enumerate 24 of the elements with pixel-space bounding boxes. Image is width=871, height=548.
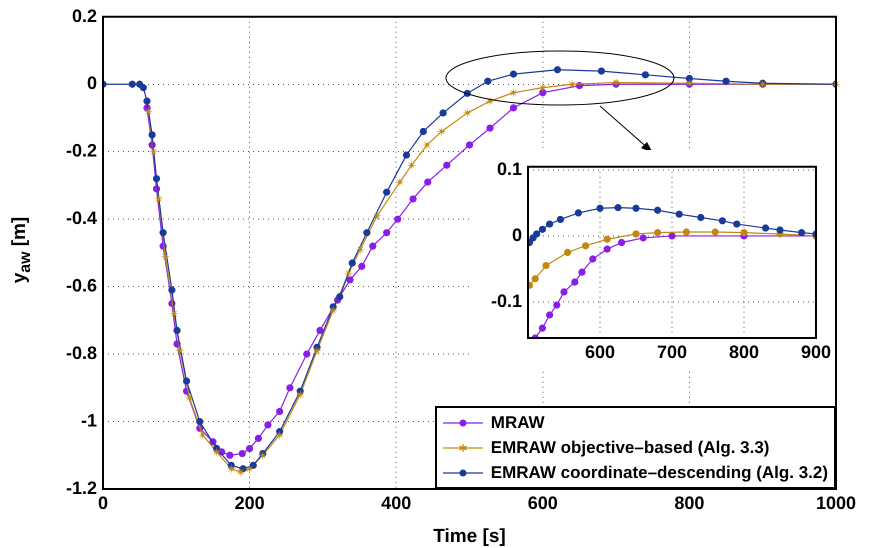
y-tick-label: -1 xyxy=(80,410,97,431)
x-tick-label: 600 xyxy=(528,492,558,513)
x-tick-label: 900 xyxy=(800,342,832,362)
x-tick-label: 800 xyxy=(674,492,704,513)
x-tick-label: 600 xyxy=(584,342,616,362)
x-tick-label: 700 xyxy=(656,342,688,362)
x-tick-label: 800 xyxy=(728,342,760,362)
y-tick-label: 0.2 xyxy=(72,6,97,26)
y-tick-label: 0 xyxy=(86,73,97,94)
legend-label: EMRAW objective–based (Alg. 3.3) xyxy=(490,438,770,458)
x-tick-label: 1000 xyxy=(816,492,856,513)
y-tick-label: -0.6 xyxy=(66,276,97,296)
y-tick-label: -0.8 xyxy=(66,343,97,364)
x-tick-label: 400 xyxy=(381,492,412,513)
y-tick-label: -0.4 xyxy=(66,208,97,228)
y-tick-label: 0 xyxy=(512,224,522,245)
y-tick-label: -0.1 xyxy=(490,290,522,311)
y-tick-label: 0.1 xyxy=(496,159,522,180)
x-tick-label: 200 xyxy=(234,492,265,513)
x-axis-title: Time [s] xyxy=(433,526,506,547)
legend-label: EMRAW coordinate–descending (Alg. 3.2) xyxy=(490,462,828,482)
y-tick-label: -1.2 xyxy=(66,478,97,498)
y-tick-label: -0.2 xyxy=(66,140,97,161)
legend-label: MRAW xyxy=(490,412,545,432)
